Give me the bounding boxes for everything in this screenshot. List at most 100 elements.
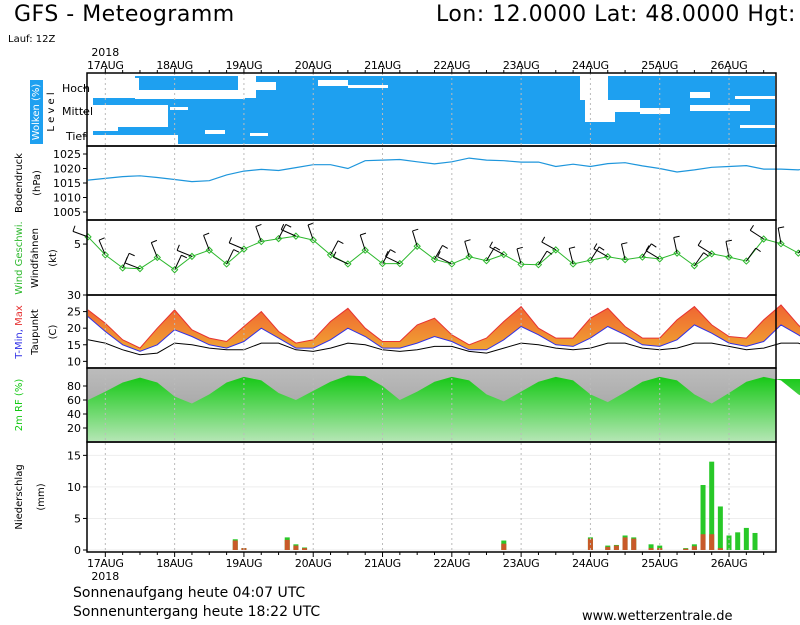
wind-barb: [538, 250, 548, 265]
cloud-gap: [348, 85, 388, 88]
wind-unit-label: (kt): [48, 249, 59, 267]
wind-speed-point: [673, 249, 681, 257]
day-label-top: 21AUG: [364, 59, 401, 72]
wind-speed-point: [170, 266, 179, 274]
wind-speed-point: [361, 246, 369, 254]
cloud-gap: [88, 127, 118, 131]
wind-barb: [412, 230, 418, 247]
wind-speed-point: [326, 251, 335, 259]
wind-speed-point: [257, 237, 265, 246]
precip-bar-total: [501, 543, 507, 550]
wind-barb-flag: [233, 249, 240, 253]
pressure-tick-label: 1010: [53, 192, 81, 205]
wind-speed-point: [153, 253, 162, 262]
wind-barb-flag: [464, 239, 471, 242]
precip-bar: [726, 535, 732, 550]
wind-speed-point: [465, 253, 473, 261]
temp-axis-label-group: T-Min, Max: [14, 305, 25, 360]
precip-bar: [648, 544, 654, 550]
cloud-gap: [740, 125, 776, 128]
cloud-axis-label-bg: [30, 80, 43, 144]
wind-barb-flag: [494, 246, 501, 251]
wind-speed-point: [690, 262, 699, 270]
cloud-gap: [238, 76, 256, 98]
wind-axis-label-group: Wind Geschwi.: [14, 221, 25, 294]
humidity-tick-label: 20: [67, 422, 81, 435]
wind-tick-label: 5: [74, 238, 81, 251]
day-label-bottom: 25AUG: [641, 557, 678, 570]
wind-barb-flag: [489, 241, 493, 248]
wind-barb: [673, 237, 678, 254]
temp-tick-label: 30: [67, 289, 81, 302]
temp-unit-label-group: (C): [48, 325, 59, 340]
precip-bar-total: [302, 548, 308, 550]
cloud-level-low: Tief: [65, 130, 87, 143]
wind-barb: [593, 248, 609, 258]
wind-speed-point: [517, 260, 525, 269]
day-label-bottom: 23AUG: [503, 557, 540, 570]
precip-bar: [743, 527, 749, 550]
precip-bar: [735, 532, 741, 550]
wind-barb-flag: [176, 244, 180, 251]
pressure-tick-label: 1015: [53, 177, 81, 190]
wind-barb: [176, 249, 193, 257]
wind-barb-flag: [280, 223, 285, 230]
day-label-bottom: 26AUG: [711, 557, 748, 570]
precip-unit-label: (mm): [36, 483, 47, 510]
wind-barb: [516, 248, 522, 265]
wind-speed-point: [482, 257, 491, 265]
day-label-top: 20AUG: [295, 59, 332, 72]
wind-speed-point: [430, 255, 439, 263]
wind-barb-flag: [385, 250, 389, 257]
wind-speed-point: [413, 242, 421, 250]
pressure-unit-label-group: (hPa): [32, 170, 43, 196]
wind-speed-point: [118, 264, 127, 272]
wind-barb-flag: [703, 252, 709, 257]
page-title: GFS - Meteogramm: [14, 2, 235, 27]
cloud-gap: [170, 107, 188, 110]
precip-bar-total: [613, 545, 619, 550]
wind-barb: [437, 256, 453, 265]
panel-frame-precip: [86, 441, 777, 553]
wind-barb-flag: [228, 237, 233, 244]
wind-barb-flag: [124, 257, 128, 264]
wind-barb-flag: [673, 235, 680, 238]
wind-barb-flag: [598, 246, 605, 251]
wind-barb: [281, 229, 297, 237]
precip-axis-label: Niederschlag: [14, 464, 25, 529]
wind-barb: [226, 249, 235, 265]
day-label-top: 17AUG: [87, 59, 124, 72]
humidity-tick-label: 60: [67, 394, 81, 407]
day-label-top: 19AUG: [226, 59, 263, 72]
wind-barb-flag: [98, 237, 105, 241]
precip-axis-label-group: Niederschlag: [14, 464, 25, 529]
wind-barb: [359, 234, 366, 251]
location-info: Lon: 12.0000 Lat: 48.0000 Hgt: 5: [436, 2, 800, 27]
wind-barb-flag: [437, 251, 441, 257]
wind-barb: [385, 256, 401, 265]
cloud-gap: [135, 90, 245, 99]
wind-barb: [620, 243, 626, 260]
day-label-top: 23AUG: [503, 59, 540, 72]
wind-speed-point: [621, 255, 629, 264]
sunrise-text: Sonnenaufgang heute 04:07 UTC: [73, 585, 306, 601]
wind-barb-flag: [755, 247, 761, 253]
day-label-bottom: 22AUG: [434, 557, 471, 570]
cloud-gap: [640, 108, 670, 114]
cloud-gap: [690, 92, 710, 98]
cloud-gap: [88, 135, 178, 144]
humidity-tick-label: 40: [67, 408, 81, 421]
wind-barb: [489, 246, 505, 256]
wind-barb: [568, 248, 574, 265]
wind-speed-point: [222, 260, 231, 268]
temp-unit-label: (C): [48, 325, 59, 340]
precip-bar-total: [605, 546, 611, 550]
wind-barb-flag: [151, 239, 158, 244]
wind-barb-flag: [725, 239, 732, 242]
dewpoint-axis-label: Taupunkt: [30, 309, 41, 356]
wind-barb-flag: [697, 240, 702, 246]
wind-barb-flag: [645, 245, 650, 251]
precip-bar-total: [284, 539, 290, 550]
cloud-gap: [580, 76, 608, 100]
wind-barb: [330, 240, 339, 256]
